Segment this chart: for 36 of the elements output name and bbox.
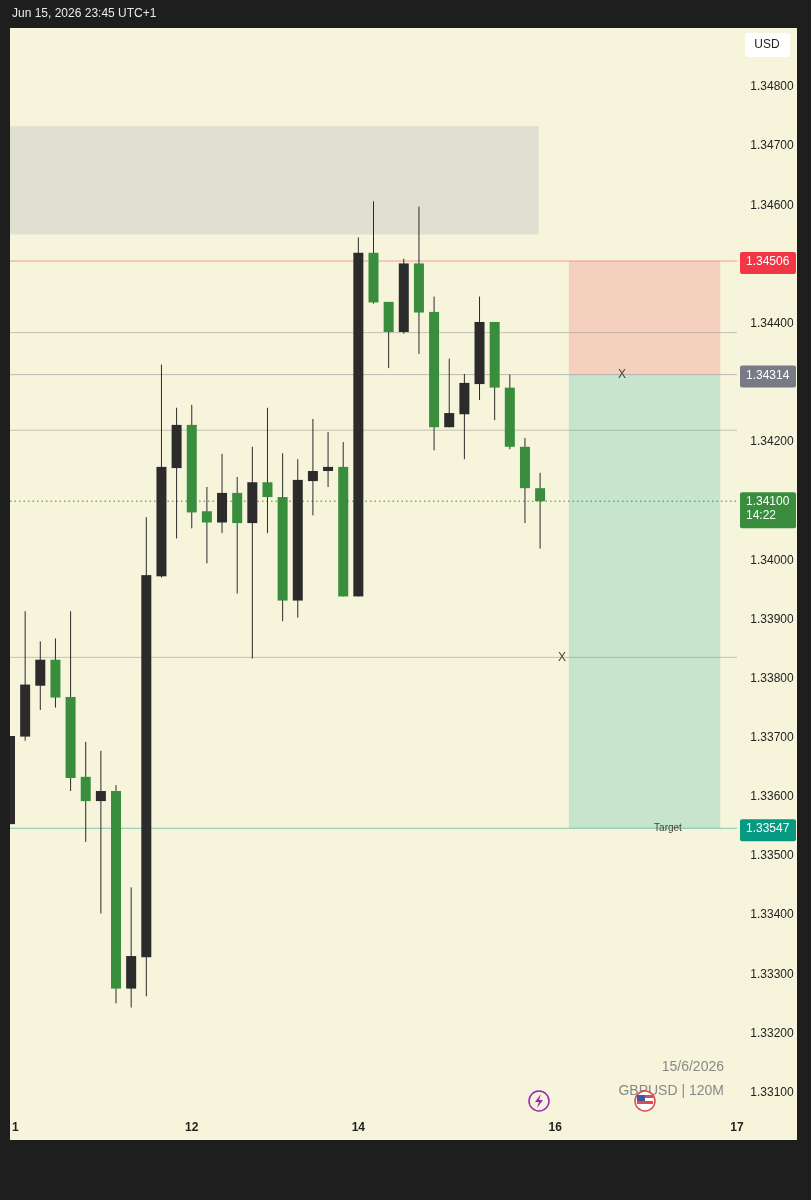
y-tick-label: 1.33500	[750, 848, 795, 863]
x-tick-label: 12	[185, 1120, 199, 1135]
y-tick-label: 1.34000	[750, 552, 795, 567]
x-tick-label: 16	[548, 1120, 563, 1135]
candlestick	[444, 358, 455, 428]
ref-line-label: 1.34506	[746, 254, 790, 269]
y-tick-label: 1.34800	[750, 79, 795, 94]
ref-line-label: 1.34100 14:22	[746, 494, 790, 523]
x-tick-label: 17	[730, 1120, 744, 1135]
annotation: Target	[654, 821, 683, 833]
y-tick-label: 1.33100	[750, 1084, 795, 1099]
candlestick	[95, 750, 106, 914]
y-tick-label: 1.33600	[750, 789, 795, 804]
annotation: X	[617, 366, 627, 381]
ref-line-label: 1.33547	[746, 821, 790, 836]
annotation: 15/6/2026	[661, 1057, 725, 1074]
y-tick-label: 1.33800	[750, 670, 795, 685]
y-tick-label: 1.34200	[750, 434, 795, 449]
y-tick-label: 1.34700	[750, 138, 795, 153]
y-tick-label: 1.33300	[750, 966, 795, 981]
y-tick-label: 1.34400	[750, 315, 795, 330]
candlestick	[307, 418, 318, 516]
candlestick	[262, 407, 273, 534]
text: USD	[754, 37, 780, 52]
y-tick-label: 1.34600	[750, 197, 795, 212]
y-tick-label: 1.33400	[750, 907, 795, 922]
candlestick	[323, 431, 334, 488]
text: Jun 15, 2026 23:45 UTC+1	[12, 6, 157, 21]
y-tick-label: 1.33200	[750, 1025, 795, 1040]
y-tick-label: 1.33900	[750, 611, 795, 626]
y-tick-label: 1.33700	[750, 729, 795, 744]
ref-line-label: 1.34314	[746, 367, 790, 382]
x-tick-label: 1	[12, 1120, 19, 1135]
annotation: GBPUSD | 120M	[618, 1081, 724, 1098]
x-tick-label: 14	[351, 1120, 366, 1135]
annotation: X	[557, 649, 567, 664]
